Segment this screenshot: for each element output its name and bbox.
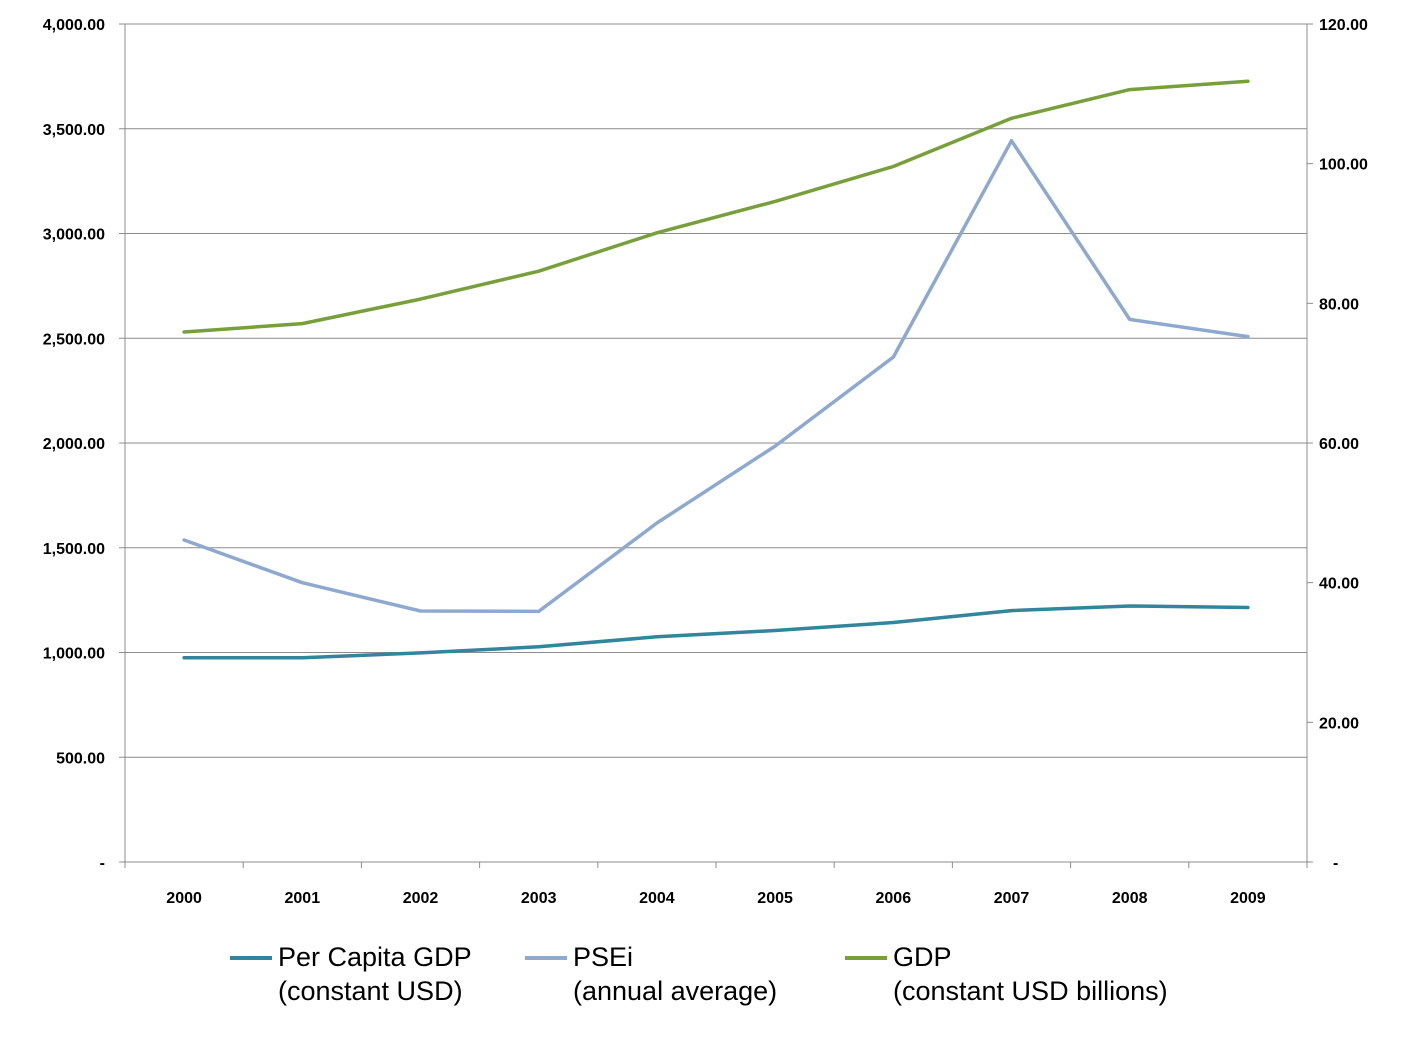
- x-tick-label: 2005: [757, 890, 793, 907]
- data-point-psei: [1010, 139, 1013, 143]
- data-point-psei: [1128, 317, 1132, 321]
- series-line-gdp: [182, 79, 1250, 334]
- data-point-psei: [773, 444, 777, 448]
- legend-item-gdp: GDP (constant USD billions): [845, 940, 1168, 1008]
- x-tick-label: 2009: [1230, 890, 1266, 907]
- right-tick-label: 60.00: [1319, 436, 1359, 453]
- data-point-gdp: [655, 231, 659, 235]
- data-point-psei: [891, 355, 895, 359]
- left-tick-label: 500.00: [56, 750, 105, 767]
- data-point-per-capita-gdp: [300, 656, 304, 660]
- data-point-gdp: [537, 269, 541, 273]
- left-tick-label: 3,000.00: [43, 227, 105, 244]
- x-tick-label: 2001: [285, 890, 321, 907]
- data-point-gdp: [1010, 116, 1013, 120]
- data-point-per-capita-gdp: [1010, 609, 1013, 613]
- data-point-gdp: [1246, 79, 1250, 83]
- data-point-gdp: [773, 199, 777, 203]
- right-tick-label: 40.00: [1319, 576, 1359, 593]
- x-tick-label: 2003: [521, 890, 557, 907]
- series-line-per-capita-gdp: [182, 604, 1250, 660]
- gridlines: [125, 23, 1307, 758]
- right-tick-label: 20.00: [1319, 715, 1359, 732]
- legend-item-per-capita-gdp: Per Capita GDP (constant USD): [230, 940, 472, 1008]
- series-lines: [182, 79, 1250, 660]
- data-point-gdp: [182, 330, 186, 334]
- data-point-psei: [655, 521, 659, 525]
- legend-label-line2: (annual average): [573, 976, 778, 1006]
- legend-swatch-gdp: [845, 956, 887, 960]
- legend-label-gdp: GDP (constant USD billions): [893, 940, 1168, 1008]
- data-point-per-capita-gdp: [1128, 604, 1132, 608]
- data-point-per-capita-gdp: [1246, 605, 1250, 609]
- data-point-psei: [182, 538, 186, 542]
- data-point-per-capita-gdp: [537, 645, 541, 649]
- x-tick-label: 2006: [876, 890, 912, 907]
- data-point-psei: [1246, 335, 1250, 339]
- legend-label-line1: PSEi: [573, 942, 634, 972]
- x-axis-ticks: 2000 2001 2002 2003 2004 2005 2006 2007 2008 2009: [124, 862, 1308, 907]
- legend-label-line2: (constant USD billions): [893, 976, 1168, 1006]
- legend-swatch-psei: [525, 956, 567, 960]
- x-tick-label: 2008: [1112, 890, 1148, 907]
- left-tick-label: 4,000.00: [43, 17, 105, 34]
- data-point-gdp: [419, 297, 422, 301]
- series-line-psei: [182, 138, 1250, 614]
- x-tick-label: 2004: [639, 890, 675, 907]
- data-point-per-capita-gdp: [419, 651, 422, 655]
- x-tick-label: 2007: [994, 890, 1030, 907]
- data-point-per-capita-gdp: [182, 656, 186, 660]
- legend-label-psei: PSEi (annual average): [573, 940, 777, 1008]
- chart-canvas: - 500.00 1,000.00 1,500.00 2,000.00 2,500.00 3…: [43, 17, 1368, 907]
- left-tick-label: 2,000.00: [43, 436, 105, 453]
- left-axis-ticks: - 500.00 1,000.00 1,500.00 2,000.00 2,500.00 3…: [43, 17, 125, 872]
- right-tick-label: 80.00: [1319, 296, 1359, 313]
- x-tick-label: 2002: [403, 890, 439, 907]
- data-point-gdp: [891, 164, 895, 168]
- left-tick-label: -: [100, 855, 105, 872]
- right-axis-ticks: - 20.00 40.00 60.00 80.00 100.00 120.00: [1307, 17, 1368, 872]
- data-point-psei: [300, 581, 304, 585]
- data-point-gdp: [1128, 88, 1132, 92]
- data-point-per-capita-gdp: [773, 629, 777, 633]
- data-point-psei: [419, 609, 422, 613]
- legend-label-line2: (constant USD): [278, 976, 463, 1006]
- legend-item-psei: PSEi (annual average): [525, 940, 777, 1008]
- right-tick-label: -: [1333, 855, 1338, 872]
- left-tick-label: 2,500.00: [43, 331, 105, 348]
- data-point-psei: [537, 609, 541, 613]
- left-tick-label: 1,500.00: [43, 541, 105, 558]
- legend-label-line1: GDP: [893, 942, 952, 972]
- legend-swatch-per-capita-gdp: [230, 956, 272, 960]
- data-point-per-capita-gdp: [891, 621, 895, 625]
- right-tick-label: 120.00: [1319, 17, 1368, 34]
- left-tick-label: 3,500.00: [43, 122, 105, 139]
- left-tick-label: 1,000.00: [43, 646, 105, 663]
- data-point-gdp: [300, 322, 304, 326]
- legend: Per Capita GDP (constant USD) PSEi (annu…: [0, 940, 1420, 1020]
- right-tick-label: 100.00: [1319, 157, 1368, 174]
- x-tick-label: 2000: [166, 890, 202, 907]
- data-point-per-capita-gdp: [655, 635, 659, 639]
- legend-label-line1: Per Capita GDP: [278, 942, 472, 972]
- legend-label-per-capita-gdp: Per Capita GDP (constant USD): [278, 940, 472, 1008]
